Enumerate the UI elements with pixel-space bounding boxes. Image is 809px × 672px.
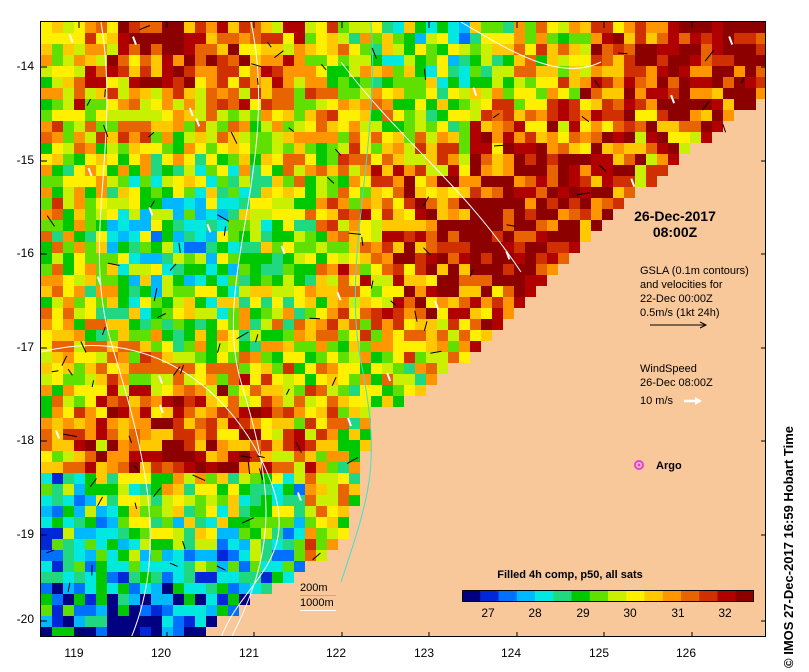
lat-tick-label: -18 — [16, 433, 34, 447]
contour-legend-200m: 200m — [300, 582, 328, 594]
lon-tick-label: 123 — [413, 646, 435, 660]
colorbar-title: Filled 4h comp, p50, all sats — [497, 569, 643, 581]
colorbar-tick-label: 31 — [671, 606, 685, 620]
lat-tick-label: -15 — [16, 153, 34, 167]
colorbar-tick-label: 27 — [481, 606, 495, 620]
wind-legend-line: WindSpeed — [640, 363, 697, 375]
wind-arrow-icon — [684, 397, 702, 405]
wind-legend: WindSpeed 26-Dec 08:00Z 10 m/s — [640, 362, 713, 408]
gsla-legend-line: GSLA (0.1m contours) — [640, 265, 749, 277]
lon-tick-label: 120 — [150, 646, 172, 660]
contour-line-1000m — [300, 610, 336, 611]
gsla-legend-line: and velocities for — [640, 279, 723, 291]
lat-tick-label: -19 — [16, 527, 34, 541]
map-date-time: 08:00Z — [652, 224, 698, 240]
wind-legend-scale: 10 m/s — [640, 395, 674, 407]
lat-tick-label: -17 — [16, 340, 34, 354]
lat-tick-label: -20 — [16, 612, 34, 626]
credit-block: © IMOS 27-Dec-2017 16:59 Hobart Time — [775, 360, 805, 668]
colorbar-tick-label: 28 — [528, 606, 542, 620]
contour-line-200m — [300, 595, 336, 596]
lat-tick-label: -16 — [16, 246, 34, 260]
lon-tick-label: 122 — [325, 646, 347, 660]
gsla-legend: GSLA (0.1m contours) and velocities for … — [640, 264, 749, 320]
argo-float-icon — [634, 460, 644, 470]
colorbar-tick-label: 32 — [718, 606, 732, 620]
lon-tick-label: 124 — [500, 646, 522, 660]
contour-legend-1000m: 1000m — [300, 597, 334, 609]
colorbar-tick-label: 29 — [576, 606, 590, 620]
gsla-legend-line: 22-Dec 00:00Z — [640, 293, 713, 305]
argo-label: Argo — [656, 460, 682, 472]
map-date: 26-Dec-2017 08:00Z — [620, 208, 730, 240]
sst-map[interactable] — [40, 21, 766, 637]
credit-label: IMOS 27-Dec-2017 16:59 Hobart Time — [781, 425, 796, 655]
map-date-day: 26-Dec-2017 — [634, 208, 716, 224]
copyright-symbol: © — [781, 658, 796, 668]
sst-map-canvas — [41, 22, 765, 636]
lon-tick-label: 119 — [64, 646, 84, 660]
lat-tick-label: -14 — [16, 59, 34, 73]
wind-legend-line: 26-Dec 08:00Z — [640, 377, 713, 389]
velocity-arrow-icon — [650, 321, 708, 329]
lon-tick-label: 125 — [588, 646, 610, 660]
credit-text: © IMOS 27-Dec-2017 16:59 Hobart Time — [781, 426, 796, 668]
colorbar-tick-label: 30 — [623, 606, 637, 620]
colorbar — [462, 590, 754, 602]
gsla-legend-line: 0.5m/s (1kt 24h) — [640, 307, 720, 319]
lon-tick-label: 121 — [238, 646, 260, 660]
lon-tick-label: 126 — [675, 646, 697, 660]
